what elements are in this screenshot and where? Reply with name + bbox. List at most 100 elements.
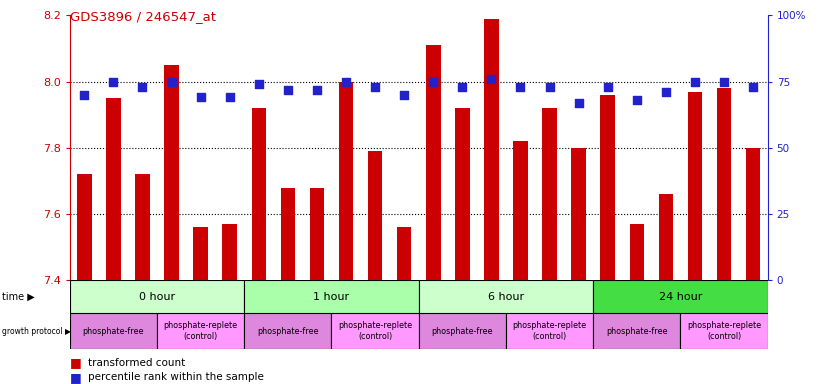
Bar <box>513 141 528 280</box>
Bar <box>594 280 622 340</box>
Bar <box>447 280 477 340</box>
Text: GSM618347: GSM618347 <box>662 283 671 334</box>
Bar <box>419 313 506 349</box>
Text: phosphate-replete
(control): phosphate-replete (control) <box>512 321 587 341</box>
Bar <box>99 280 128 340</box>
Text: time ▶: time ▶ <box>2 291 34 302</box>
Text: GSM618324: GSM618324 <box>167 283 176 334</box>
Bar <box>128 280 157 340</box>
Bar <box>251 108 266 280</box>
Text: GSM618344: GSM618344 <box>574 283 583 334</box>
Bar <box>681 280 709 340</box>
Text: GSM618342: GSM618342 <box>400 283 409 334</box>
Bar <box>745 148 760 280</box>
Bar <box>310 188 324 280</box>
Bar <box>157 280 186 340</box>
Bar <box>186 280 215 340</box>
Text: phosphate-replete
(control): phosphate-replete (control) <box>163 321 238 341</box>
Bar <box>332 313 419 349</box>
Bar <box>332 280 360 340</box>
Bar <box>245 280 273 340</box>
Text: GSM618334: GSM618334 <box>370 283 379 334</box>
Bar <box>535 280 564 340</box>
Bar <box>593 313 681 349</box>
Text: GSM618331: GSM618331 <box>603 283 612 334</box>
Text: ■: ■ <box>70 371 85 384</box>
Text: phosphate-free: phosphate-free <box>257 327 319 336</box>
Point <box>688 79 701 85</box>
Text: GSM618329: GSM618329 <box>429 283 438 334</box>
Bar <box>506 280 535 340</box>
Bar <box>70 313 157 349</box>
Text: GSM618327: GSM618327 <box>255 283 264 334</box>
Bar <box>70 280 245 313</box>
Point <box>107 79 120 85</box>
Point <box>339 79 352 85</box>
Bar <box>106 98 121 280</box>
Bar <box>419 280 447 340</box>
Bar <box>543 108 557 280</box>
Bar <box>506 313 594 349</box>
Text: ■: ■ <box>70 356 85 369</box>
Point <box>746 84 759 90</box>
Point <box>718 79 731 85</box>
Text: transformed count: transformed count <box>88 358 185 368</box>
Bar <box>426 45 441 280</box>
Bar <box>157 313 245 349</box>
Bar <box>70 280 99 340</box>
Bar <box>281 188 295 280</box>
Point <box>572 100 585 106</box>
Text: phosphate-free: phosphate-free <box>432 327 493 336</box>
Point <box>282 86 295 93</box>
Point <box>601 84 614 90</box>
Point <box>397 92 410 98</box>
Point <box>194 94 207 101</box>
Bar <box>455 108 470 280</box>
Bar <box>273 280 302 340</box>
Text: GSM618330: GSM618330 <box>690 283 699 334</box>
Text: percentile rank within the sample: percentile rank within the sample <box>88 372 264 382</box>
Text: GSM618336: GSM618336 <box>545 283 554 334</box>
Bar <box>622 280 651 340</box>
Point <box>543 84 556 90</box>
Bar <box>630 224 644 280</box>
Bar <box>658 194 673 280</box>
Bar <box>739 280 768 340</box>
Bar <box>245 313 332 349</box>
Text: phosphate-replete
(control): phosphate-replete (control) <box>687 321 761 341</box>
Bar <box>245 280 419 313</box>
Bar <box>302 280 332 340</box>
Text: GSM618346: GSM618346 <box>749 283 758 334</box>
Text: GSM618332: GSM618332 <box>196 283 205 334</box>
Text: 1 hour: 1 hour <box>314 291 350 302</box>
Point <box>427 79 440 85</box>
Text: growth protocol ▶: growth protocol ▶ <box>2 327 71 336</box>
Point <box>659 89 672 95</box>
Bar <box>651 280 681 340</box>
Bar <box>593 280 768 313</box>
Text: 0 hour: 0 hour <box>139 291 175 302</box>
Bar <box>390 280 419 340</box>
Point <box>631 97 644 103</box>
Bar <box>397 227 411 280</box>
Point <box>78 92 91 98</box>
Bar <box>419 280 594 313</box>
Point <box>310 86 323 93</box>
Bar <box>194 227 208 280</box>
Text: phosphate-free: phosphate-free <box>606 327 667 336</box>
Bar <box>215 280 245 340</box>
Text: GSM618325: GSM618325 <box>80 283 89 334</box>
Bar <box>571 148 586 280</box>
Point <box>165 79 178 85</box>
Text: 24 hour: 24 hour <box>658 291 702 302</box>
Point <box>136 84 149 90</box>
Text: phosphate-free: phosphate-free <box>83 327 144 336</box>
Text: GSM618340: GSM618340 <box>225 283 234 334</box>
Text: GSM618333: GSM618333 <box>109 283 118 334</box>
Bar <box>360 280 390 340</box>
Bar <box>709 280 739 340</box>
Bar <box>339 82 353 280</box>
Text: GSM618345: GSM618345 <box>487 283 496 334</box>
Text: 6 hour: 6 hour <box>488 291 524 302</box>
Text: GSM618343: GSM618343 <box>313 283 322 334</box>
